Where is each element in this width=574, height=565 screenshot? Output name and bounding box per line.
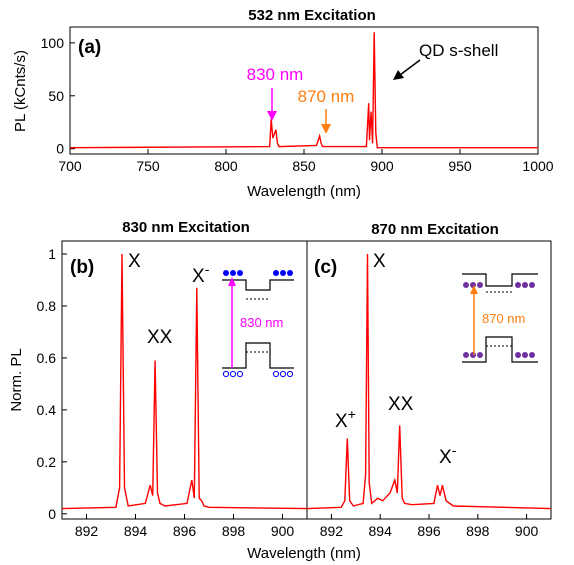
inset-870-valence-band <box>462 336 538 363</box>
ytick-label: 0.6 <box>37 350 57 366</box>
inset-870-conduction-band <box>462 273 538 287</box>
axes-c-frame <box>306 240 552 520</box>
xtick-label: 950 <box>448 158 472 174</box>
title-a: 532 nm Excitation <box>248 7 376 24</box>
arrow-qd-head <box>393 70 404 80</box>
ytick-label: 0 <box>56 141 64 157</box>
xtick-label: 800 <box>214 158 238 174</box>
xtick-label: 894 <box>369 523 393 539</box>
xtick-label: 900 <box>271 523 295 539</box>
peak-label-xx-c: XX <box>388 394 414 415</box>
arrow-830-head <box>267 111 277 121</box>
ytick-label: 0 <box>48 506 56 522</box>
ytick-label: 50 <box>48 88 64 104</box>
ylabel-b: Norm. PL <box>8 348 25 411</box>
xtick-label: 894 <box>124 523 148 539</box>
panel-label-a: (a) <box>78 37 101 58</box>
ytick-label: 1 <box>48 246 56 262</box>
xtick-label: 892 <box>320 523 344 539</box>
inset-830-label: 830 nm <box>240 315 283 330</box>
annotation-830: 830 nm <box>247 65 304 84</box>
ytick-label: 0.2 <box>37 454 57 470</box>
ytick-label: 100 <box>41 35 65 51</box>
inset-830-electrons <box>223 270 293 276</box>
inset-870-electrons <box>463 282 535 288</box>
panel-label-b: (b) <box>70 257 94 278</box>
xtick-label: 898 <box>222 523 246 539</box>
inset-830-conduction-band <box>222 279 294 291</box>
ticks-b: 892 894 896 898 900 0 0.2 0.4 0.6 0.8 1 <box>37 246 295 539</box>
title-b: 830 nm Excitation <box>122 219 250 236</box>
peak-label-xx-b: XX <box>147 327 173 348</box>
panel-a: 700 750 800 850 900 950 1000 0 50 100 (a) PL (kCn… <box>12 26 554 200</box>
peak-label-x-c: X <box>373 251 386 272</box>
inset-830-valence-band <box>222 342 294 369</box>
trace-b <box>61 253 308 510</box>
inset-830-holes <box>222 370 294 378</box>
xtick-label: 900 <box>370 158 394 174</box>
xtick-label: 750 <box>136 158 160 174</box>
peak-label-xminus-b: X- <box>192 261 210 287</box>
inset-870-arrow-head <box>470 285 478 294</box>
trace-a <box>69 32 538 149</box>
inset-level-diagram-830: 830 nm <box>222 270 294 378</box>
inset-level-diagram-870: 870 nm <box>462 273 538 363</box>
ylabel-a: PL (kCnts/s) <box>12 50 29 132</box>
title-c: 870 nm Excitation <box>371 221 499 238</box>
ticks-c: 892 894 896 898 900 <box>320 514 539 539</box>
peak-label-x-b: X <box>128 251 141 272</box>
trace-c <box>306 253 552 510</box>
ticks-a: 700 750 800 850 900 950 1000 0 50 100 <box>41 35 554 174</box>
xtick-label: 896 <box>173 523 197 539</box>
inset-870-label: 870 nm <box>482 311 525 326</box>
annotation-qd: QD s-shell <box>419 41 498 60</box>
panel-label-c: (c) <box>314 257 337 278</box>
panel-c: 892 894 896 898 900 (c) X X+ XX X- 870 nm <box>306 240 552 539</box>
xlabel-bc: Wavelength (nm) <box>247 545 361 562</box>
xtick-label: 1000 <box>522 158 553 174</box>
xtick-label: 700 <box>58 158 82 174</box>
arrow-870-head <box>321 124 331 134</box>
xtick-label: 896 <box>417 523 441 539</box>
xtick-label: 892 <box>75 523 99 539</box>
panel-b: 892 894 896 898 900 0 0.2 0.4 0.6 0.8 1 (b) Norm. … <box>8 240 308 539</box>
annotation-870: 870 nm <box>298 87 355 106</box>
xlabel-a: Wavelength (nm) <box>247 183 361 200</box>
peak-label-xplus-c: X+ <box>335 406 356 432</box>
xtick-label: 900 <box>515 523 539 539</box>
arrow-qd <box>399 59 421 76</box>
xtick-label: 850 <box>292 158 316 174</box>
peak-label-xminus-c: X- <box>439 442 457 468</box>
xtick-label: 898 <box>466 523 490 539</box>
inset-830-arrow-head <box>228 277 236 286</box>
ytick-label: 0.4 <box>37 402 57 418</box>
ytick-label: 0.8 <box>37 298 57 314</box>
